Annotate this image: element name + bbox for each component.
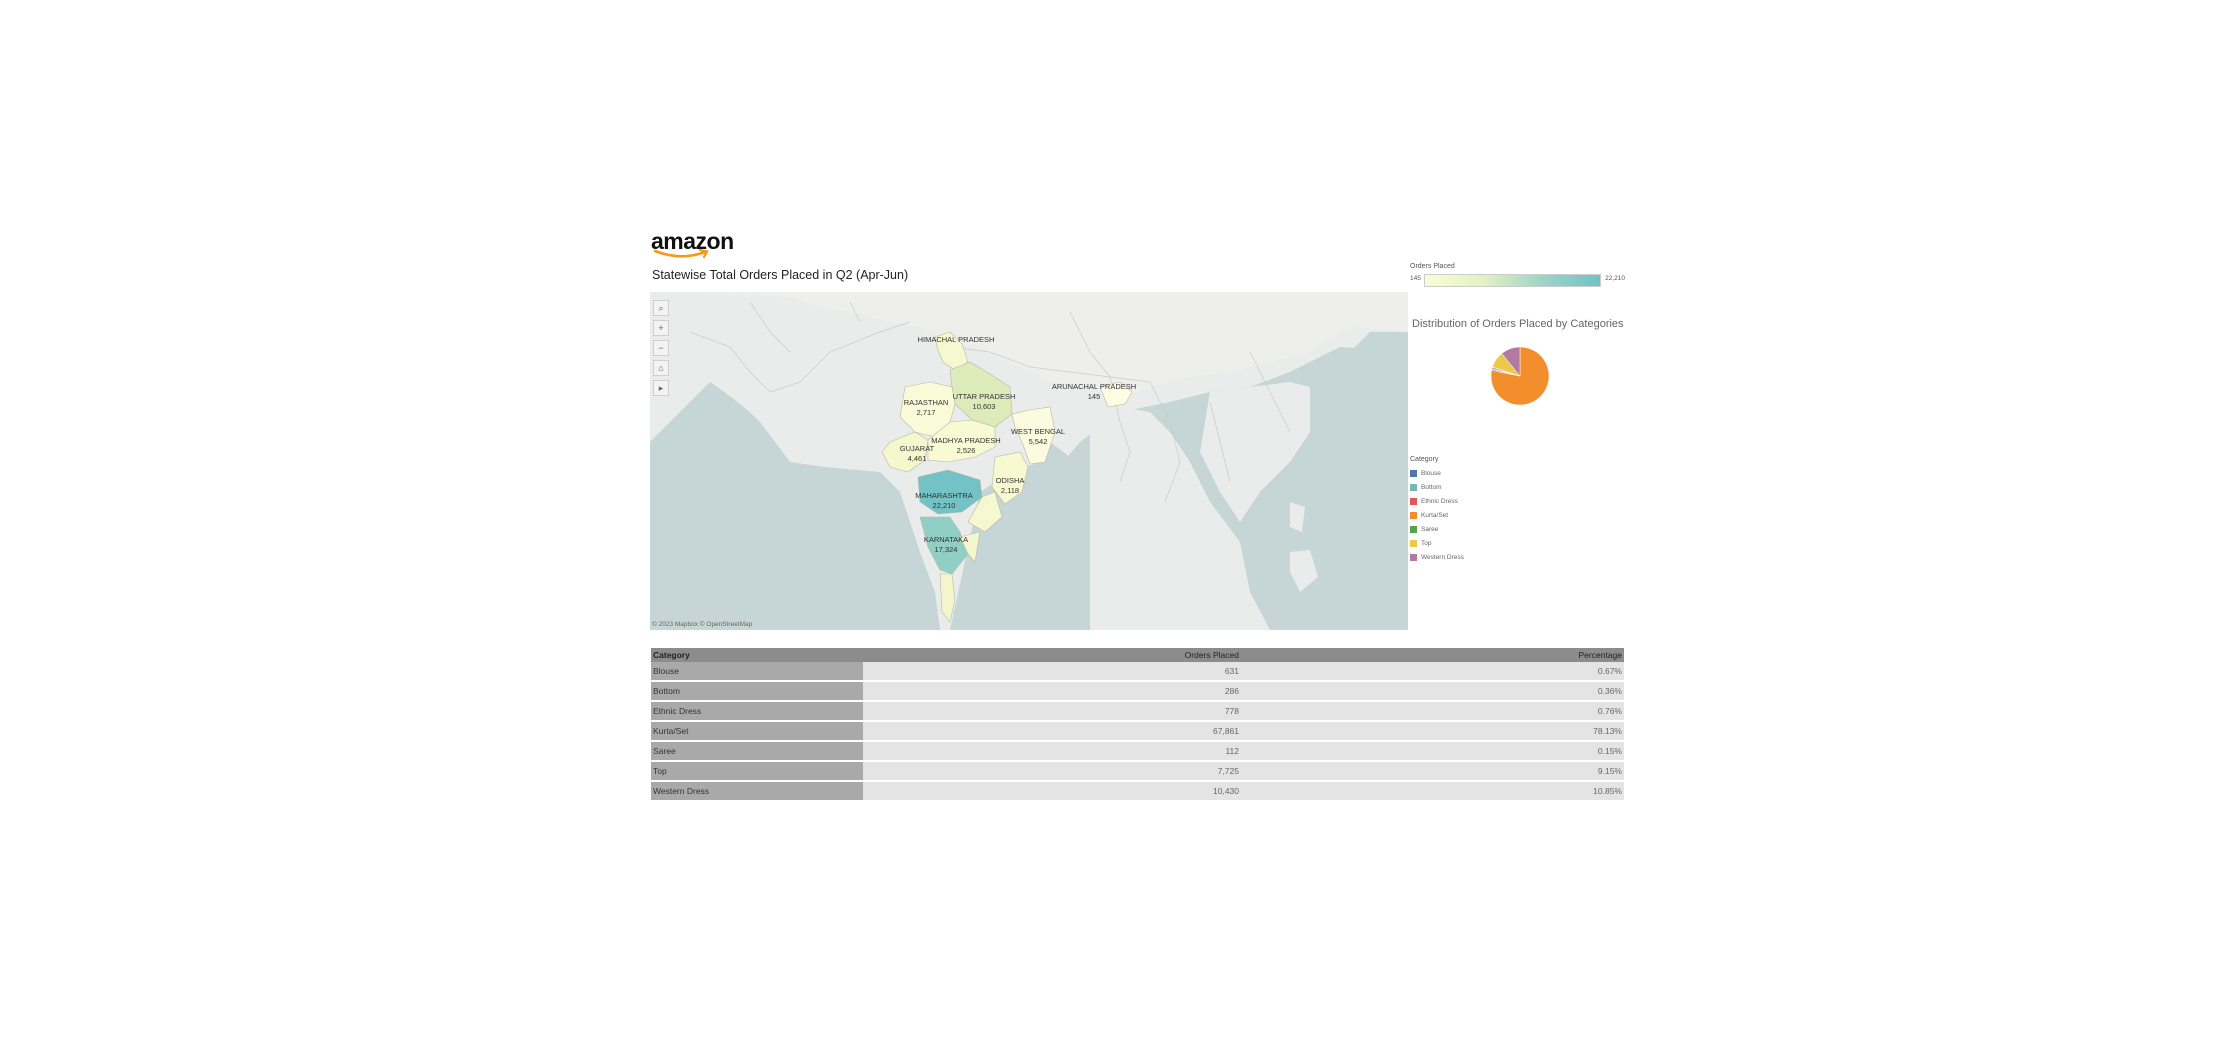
category-legend-title: Category	[1410, 456, 1439, 463]
cell-category: Bottom	[651, 682, 863, 702]
pie-title: Distribution of Orders Placed by Categor…	[1412, 318, 1624, 330]
table-row[interactable]: Saree 112 0.15%	[651, 742, 1624, 762]
category-legend-item[interactable]: Bottom	[1410, 480, 1464, 494]
category-swatch	[1410, 553, 1417, 561]
category-legend-label: Ethnic Dress	[1421, 497, 1458, 505]
category-legend-item[interactable]: Kurta/Set	[1410, 508, 1464, 522]
dashboard: amazon Statewise Total Orders Placed in …	[650, 228, 1625, 808]
cell-category: Ethnic Dress	[651, 702, 863, 722]
table-row[interactable]: Western Dress 10,430 10.85%	[651, 782, 1624, 802]
category-swatch	[1410, 511, 1417, 519]
state-label-maharashtra: MAHARASHTRA 22,210	[915, 491, 973, 510]
state-label-west-bengal: WEST BENGAL 5,542	[1010, 427, 1066, 446]
category-legend-label: Western Dress	[1421, 553, 1464, 561]
category-swatch	[1410, 539, 1417, 547]
state-label-madhya-pradesh: MADHYA PRADESH 2,526	[931, 436, 1001, 455]
category-legend-label: Saree	[1421, 525, 1439, 533]
smile-arrow-icon	[653, 249, 709, 259]
header-orders-placed: Orders Placed	[1184, 650, 1239, 660]
cell-percentage: 0.67%	[1241, 662, 1624, 682]
header-category: Category	[653, 650, 690, 660]
arrow-right-icon[interactable]: ▸	[653, 380, 669, 396]
orders-color-legend: Orders Placed 145 22,210	[1410, 263, 1625, 287]
category-legend-label: Kurta/Set	[1421, 511, 1449, 519]
state-label-odisha: ODISHA 2,118	[995, 476, 1025, 495]
color-legend-min: 145	[1410, 275, 1421, 282]
map-title: Statewise Total Orders Placed in Q2 (Apr…	[652, 268, 909, 282]
category-swatch	[1410, 483, 1417, 491]
cell-orders-placed: 631	[863, 662, 1241, 682]
map-canvas[interactable]	[650, 292, 1408, 630]
amazon-logo: amazon	[650, 228, 734, 260]
category-table: Category Orders Placed Percentage Blouse…	[651, 648, 1624, 802]
cell-orders-placed: 67,861	[863, 722, 1241, 742]
cell-category: Saree	[651, 742, 863, 762]
cell-category: Top	[651, 762, 863, 782]
zoom-in-icon[interactable]: +	[653, 320, 669, 336]
category-legend-item[interactable]: Top	[1410, 536, 1464, 550]
category-swatch	[1410, 497, 1417, 505]
category-legend-item[interactable]: Western Dress	[1410, 550, 1464, 564]
color-legend-max: 22,210	[1605, 275, 1625, 282]
category-legend-label: Blouse	[1421, 469, 1441, 477]
category-legend-item[interactable]: Ethnic Dress	[1410, 494, 1464, 508]
map-attribution[interactable]: © 2023 Mapbox © OpenStreetMap	[652, 621, 753, 628]
table-header: Category Orders Placed Percentage	[651, 648, 1624, 662]
table-row[interactable]: Ethnic Dress 778 0.76%	[651, 702, 1624, 722]
state-label-arunachal-pradesh: ARUNACHAL PRADESH 145	[1051, 382, 1137, 401]
category-legend-label: Top	[1421, 539, 1432, 547]
state-label-uttar-pradesh: UTTAR PRADESH 10,603	[952, 392, 1016, 411]
search-icon[interactable]: ⌕	[653, 300, 669, 316]
pie-canvas	[1490, 346, 1550, 406]
category-legend: Category Blouse Bottom Ethnic Dress Kurta/S…	[1410, 456, 1464, 564]
category-pie-chart	[1490, 346, 1550, 411]
category-legend-item[interactable]: Saree	[1410, 522, 1464, 536]
table-row[interactable]: Kurta/Set 67,861 78.13%	[651, 722, 1624, 742]
cell-category: Kurta/Set	[651, 722, 863, 742]
zoom-out-icon[interactable]: −	[653, 340, 669, 356]
color-legend-gradient	[1424, 274, 1601, 287]
category-legend-label: Bottom	[1421, 483, 1442, 491]
cell-orders-placed: 112	[863, 742, 1241, 762]
category-swatch	[1410, 525, 1417, 533]
cell-percentage: 9.15%	[1241, 762, 1624, 782]
cell-category: Blouse	[651, 662, 863, 682]
cell-percentage: 10.85%	[1241, 782, 1624, 802]
state-label-himachal-pradesh: HIMACHAL PRADESH	[917, 335, 995, 344]
cell-percentage: 0.15%	[1241, 742, 1624, 762]
cell-category: Western Dress	[651, 782, 863, 802]
logo-text: amazon	[651, 228, 734, 254]
table-row[interactable]: Bottom 286 0.36%	[651, 682, 1624, 702]
india-state-map[interactable]: ⌕ + − ⌂ ▸ HIMACHAL PRADESH UTTAR PRADESH…	[650, 292, 1408, 630]
state-label-rajasthan: RAJASTHAN 2,717	[903, 398, 949, 417]
color-legend-title: Orders Placed	[1410, 263, 1455, 270]
cell-percentage: 78.13%	[1241, 722, 1624, 742]
state-label-gujarat: GUJARAT 4,461	[899, 444, 935, 463]
cell-orders-placed: 286	[863, 682, 1241, 702]
map-toolbar: ⌕ + − ⌂ ▸	[653, 300, 669, 400]
category-swatch	[1410, 469, 1417, 477]
cell-percentage: 0.76%	[1241, 702, 1624, 722]
state-label-karnataka: KARNATAKA 17,324	[923, 535, 969, 554]
cell-orders-placed: 7,725	[863, 762, 1241, 782]
cell-orders-placed: 778	[863, 702, 1241, 722]
table-row[interactable]: Top 7,725 9.15%	[651, 762, 1624, 782]
header-percentage: Percentage	[1578, 650, 1622, 660]
cell-percentage: 0.36%	[1241, 682, 1624, 702]
category-legend-item[interactable]: Blouse	[1410, 466, 1464, 480]
home-icon[interactable]: ⌂	[653, 360, 669, 376]
pie-slice-western-dress[interactable]	[1501, 346, 1521, 377]
cell-orders-placed: 10,430	[863, 782, 1241, 802]
table-row[interactable]: Blouse 631 0.67%	[651, 662, 1624, 682]
